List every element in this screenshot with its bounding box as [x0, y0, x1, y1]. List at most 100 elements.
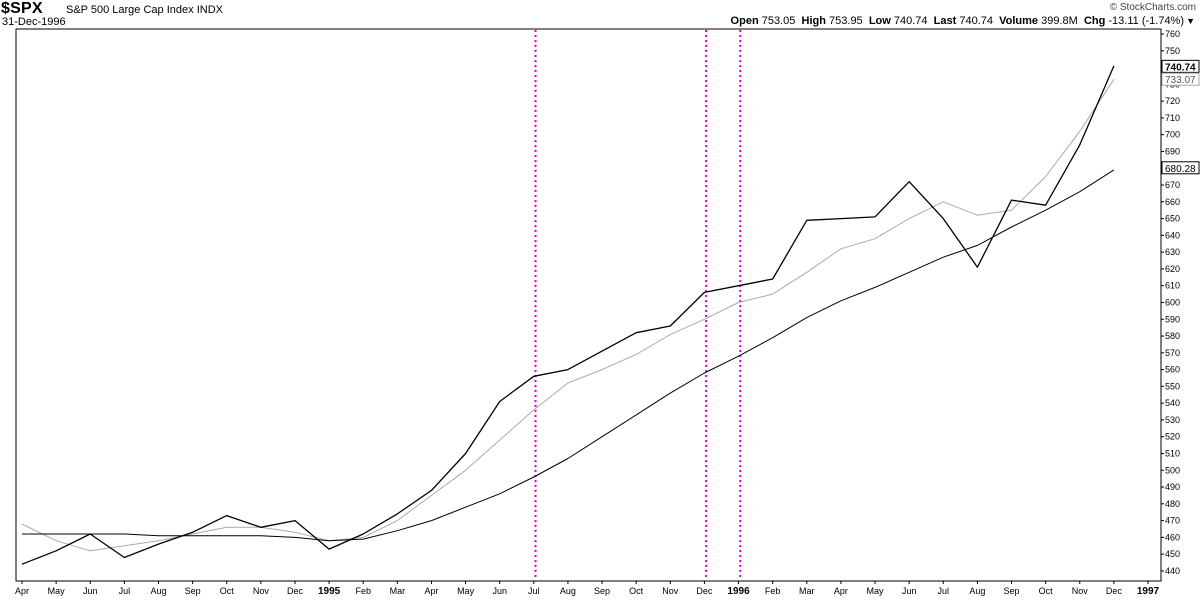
x-month-label: May [867, 586, 885, 596]
index-name-text: S&P 500 Large Cap Index [66, 4, 194, 16]
x-month-label: Sep [594, 586, 610, 596]
x-month-label: Feb [765, 586, 781, 596]
y-tick-label: 520 [1165, 432, 1180, 442]
x-month-label: Nov [1072, 586, 1089, 596]
x-axis: Apr May Jun Jul Aug Sep Oct Nov Dec 1995 Feb Mar Apr… [15, 581, 1160, 597]
y-tick-label: 570 [1165, 348, 1180, 358]
x-month-label: Feb [355, 586, 371, 596]
quote-bar: Open 753.05 High 753.95 Low 740.74 Last … [731, 15, 1184, 27]
y-tick-label: 690 [1165, 146, 1180, 156]
y-tick-label: 470 [1165, 516, 1180, 526]
dropdown-arrow-icon[interactable]: ▼ [1186, 16, 1195, 26]
symbol: $SPX [1, 0, 43, 17]
y-tick-label: 530 [1165, 415, 1180, 425]
y-tick-label: 550 [1165, 381, 1180, 391]
x-month-label: Oct [220, 586, 235, 596]
value-tag-ma200: 680.28 [1161, 161, 1200, 175]
x-month-label: Nov [253, 586, 270, 596]
credit: © StockCharts.com [1109, 2, 1196, 13]
chg-value: -13.11 (-1.74%) [1108, 15, 1184, 27]
x-month-label: Jul [119, 586, 131, 596]
open-label: Open [730, 15, 759, 27]
x-month-label: Sep [1004, 586, 1020, 596]
y-tick-label: 610 [1165, 281, 1180, 291]
y-tick-label: 460 [1165, 532, 1180, 542]
value-tag-label: 733.07 [1165, 75, 1196, 86]
y-tick-label: 480 [1165, 499, 1180, 509]
high-label: High [801, 15, 826, 27]
value-tag-label: 740.74 [1165, 62, 1196, 73]
x-month-label: Jun [492, 586, 507, 596]
y-tick-label: 600 [1165, 297, 1180, 307]
x-month-label: Dec [287, 586, 304, 596]
volume-label: Volume [999, 15, 1039, 27]
x-year-label: 1995 [318, 586, 341, 597]
y-tick-label: 660 [1165, 197, 1180, 207]
y-tick-label: 580 [1165, 331, 1180, 341]
x-month-label: Dec [1106, 586, 1123, 596]
y-tick-label: 720 [1165, 96, 1180, 106]
x-month-label: Jul [938, 586, 950, 596]
y-tick-label: 670 [1165, 180, 1180, 190]
y-tick-label: 450 [1165, 549, 1180, 559]
value-tags: 740.74 733.07 680.28 [1161, 59, 1200, 175]
x-month-label: May [457, 586, 475, 596]
value-tag-box [1161, 59, 1200, 73]
value-tag-box [1161, 72, 1200, 86]
last-value: 740.74 [959, 15, 993, 27]
y-tick-label: 760 [1165, 29, 1180, 39]
y-tick-label: 700 [1165, 130, 1180, 140]
y-tick-label: 640 [1165, 230, 1180, 240]
series-line-ma50 [21, 79, 1115, 552]
value-tag-ma50: 733.07 [1161, 72, 1200, 86]
x-month-label: Mar [390, 586, 406, 596]
x-month-label: Jul [528, 586, 540, 596]
series-line-price [21, 65, 1115, 565]
exchange: INDX [196, 4, 223, 16]
low-label: Low [868, 15, 891, 27]
x-month-label: Sep [185, 586, 201, 596]
y-tick-label: 540 [1165, 398, 1180, 408]
y-tick-label: 710 [1165, 113, 1180, 123]
y-tick-label: 630 [1165, 247, 1180, 257]
x-month-label: Mar [799, 586, 815, 596]
value-tag-label: 680.28 [1165, 164, 1196, 175]
y-tick-label: 590 [1165, 314, 1180, 324]
vertical-markers [534, 30, 742, 580]
x-month-label: Nov [662, 586, 679, 596]
x-month-label: Apr [424, 586, 438, 596]
x-month-label: Aug [969, 586, 985, 596]
x-month-label: Apr [834, 586, 848, 596]
x-month-label: Jun [83, 586, 98, 596]
x-month-label: Dec [696, 586, 713, 596]
y-tick-label: 750 [1165, 46, 1180, 56]
y-tick-label: 500 [1165, 465, 1180, 475]
y-tick-label: 560 [1165, 365, 1180, 375]
value-tag-box [1161, 161, 1200, 175]
y-tick-label: 440 [1165, 566, 1180, 576]
volume-value: 399.8M [1041, 15, 1078, 27]
series-line-ma200 [22, 169, 1115, 542]
x-year-label: 1996 [727, 586, 750, 597]
x-month-label: Aug [150, 586, 166, 596]
x-year-label: 1997 [1137, 586, 1160, 597]
open-value: 753.05 [761, 15, 796, 27]
x-month-label: May [48, 586, 66, 596]
x-month-label: Oct [629, 586, 644, 596]
low-value: 740.74 [893, 15, 928, 27]
x-month-label: Aug [560, 586, 576, 596]
chart-date: 31-Dec-1996 [2, 16, 66, 28]
y-tick-label: 490 [1165, 482, 1180, 492]
x-month-label: Jun [902, 586, 917, 596]
last-label: Last [933, 15, 957, 27]
y-tick-label: 510 [1165, 448, 1180, 458]
chg-label: Chg [1083, 15, 1106, 27]
x-month-label: Oct [1039, 586, 1054, 596]
series-group [21, 65, 1115, 565]
high-value: 753.95 [829, 15, 863, 27]
index-name: S&P 500 Large Cap Index INDX [66, 4, 223, 16]
value-tag-last: 740.74 [1161, 59, 1200, 73]
plot-frame [15, 28, 1162, 582]
y-tick-label: 620 [1165, 264, 1180, 274]
